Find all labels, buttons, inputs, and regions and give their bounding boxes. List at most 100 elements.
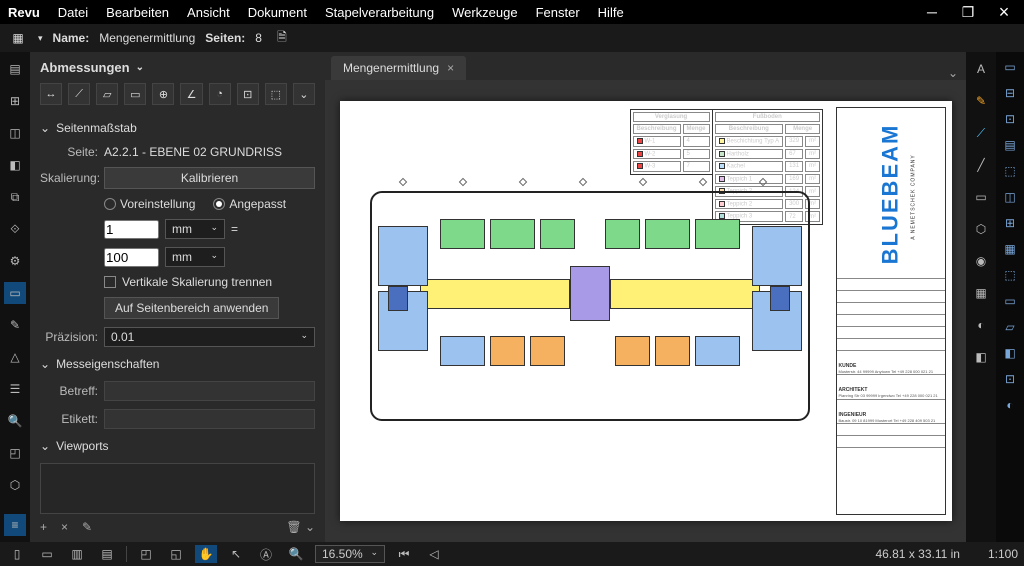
view-page1-icon[interactable]: ◰ [135, 545, 157, 563]
tool-radius-icon[interactable]: ◔ [209, 83, 231, 105]
minimize-icon[interactable]: ─ [920, 4, 944, 20]
rail-grid-icon[interactable]: ⊞ [4, 90, 26, 112]
rail-measure-icon[interactable]: ▭ [4, 282, 26, 304]
rail-studio-icon[interactable]: ⬡ [4, 474, 26, 496]
rail-search-icon[interactable]: 🔍 [4, 410, 26, 432]
fr-6-icon[interactable]: ◫ [1000, 188, 1020, 206]
radio-preset[interactable]: Voreinstellung [104, 197, 195, 211]
rail-thumbnails-icon[interactable]: ▤ [4, 58, 26, 80]
rrail-image-icon[interactable]: ▦ [970, 282, 992, 304]
label-input[interactable] [104, 409, 315, 429]
menu-help[interactable]: Hilfe [598, 5, 624, 20]
menu-batch[interactable]: Stapelverarbeitung [325, 5, 434, 20]
menu-document[interactable]: Dokument [248, 5, 307, 20]
fr-5-icon[interactable]: ⬚ [1000, 162, 1020, 180]
menu-view[interactable]: Ansicht [187, 5, 230, 20]
rrail-rect-icon[interactable]: ▭ [970, 186, 992, 208]
rail-settings-icon[interactable]: ⚙ [4, 250, 26, 272]
scale-b-input[interactable] [104, 248, 159, 267]
tool-diameter-icon[interactable]: ⊕ [152, 83, 174, 105]
unit-b-select[interactable]: mm ⌄ [165, 247, 225, 267]
menu-window[interactable]: Fenster [536, 5, 580, 20]
menu-edit[interactable]: Bearbeiten [106, 5, 169, 20]
viewports-list[interactable] [40, 463, 315, 514]
fr-9-icon[interactable]: ⬚ [1000, 266, 1020, 284]
fr-4-icon[interactable]: ▤ [1000, 136, 1020, 154]
unit-a-select[interactable]: mm ⌄ [165, 219, 225, 239]
tool-angle-icon[interactable]: ∠ [180, 83, 202, 105]
menu-tools[interactable]: Werkzeuge [452, 5, 518, 20]
rrail-highlighter-icon[interactable]: ⟋ [970, 122, 992, 144]
rail-layers-icon[interactable]: ◧ [4, 154, 26, 176]
tool-polylength-icon[interactable]: ⟋ [68, 83, 90, 105]
scale-a-input[interactable] [104, 220, 159, 239]
rail-spaces-icon[interactable]: △ [4, 346, 26, 368]
fr-14-icon[interactable]: ◐ [1000, 396, 1020, 414]
rrail-stamp-icon[interactable]: ◉ [970, 250, 992, 272]
rrail-text-icon[interactable]: A [970, 58, 992, 80]
fr-11-icon[interactable]: ▱ [1000, 318, 1020, 336]
subject-input[interactable] [104, 381, 315, 401]
prev-page-icon[interactable]: ◁ [423, 545, 445, 563]
view-page2-icon[interactable]: ◱ [165, 545, 187, 563]
textselect-icon[interactable]: Ⓐ [255, 545, 277, 563]
page-icon[interactable]: 🗎 [272, 28, 292, 48]
fr-1-icon[interactable]: ▭ [1000, 58, 1020, 76]
rail-sets-icon[interactable]: ◰ [4, 442, 26, 464]
zoom-icon[interactable]: 🔍 [285, 545, 307, 563]
rail-properties-icon[interactable]: ⟐ [4, 218, 26, 240]
tool-perimeter-icon[interactable]: ▱ [96, 83, 118, 105]
rail-links-icon[interactable]: ⧉ [4, 186, 26, 208]
calibrate-button[interactable]: Kalibrieren [104, 167, 315, 189]
radio-custom[interactable]: Angepasst [213, 197, 286, 211]
precision-select[interactable]: 0.01⌄ [104, 327, 315, 347]
tool-more-icon[interactable]: ⌄ [293, 83, 315, 105]
rail-signatures-icon[interactable]: ✎ [4, 314, 26, 336]
tool-count-icon[interactable]: ⊡ [237, 83, 259, 105]
view-cont-icon[interactable]: ▤ [96, 545, 118, 563]
view-single-icon[interactable]: ▯ [6, 545, 28, 563]
rail-bookmark-icon[interactable]: ◫ [4, 122, 26, 144]
doc-icon[interactable]: ▦ [8, 28, 28, 48]
close-icon[interactable]: × [992, 2, 1016, 23]
section-page-scale[interactable]: ⌄Seitenmaßstab [40, 121, 315, 135]
tool-volume-icon[interactable]: ⬚ [265, 83, 287, 105]
rrail-shapes-icon[interactable]: ⬡ [970, 218, 992, 240]
rrail-pen-icon[interactable]: ✎ [970, 90, 992, 112]
rrail-line-icon[interactable]: ╱ [970, 154, 992, 176]
tool-length-icon[interactable]: ↔ [40, 83, 62, 105]
menu-file[interactable]: Datei [58, 5, 88, 20]
rrail-cloud-icon[interactable]: ◐ [970, 314, 992, 336]
section-props[interactable]: ⌄Messeigenschaften [40, 357, 315, 371]
section-viewports[interactable]: ⌄Viewports [40, 439, 315, 453]
fr-7-icon[interactable]: ⊞ [1000, 214, 1020, 232]
pan-icon[interactable]: ✋ [195, 545, 217, 563]
first-page-icon[interactable]: ⏮ [393, 545, 415, 563]
fr-3-icon[interactable]: ⊡ [1000, 110, 1020, 128]
edit-icon[interactable]: ✎ [82, 520, 92, 534]
fr-2-icon[interactable]: ⊟ [1000, 84, 1020, 102]
chevron-down-icon[interactable]: ⌄ [136, 62, 144, 73]
fr-10-icon[interactable]: ▭ [1000, 292, 1020, 310]
tab-document[interactable]: Mengenermittlung × [331, 56, 466, 80]
tab-close-icon[interactable]: × [447, 61, 454, 75]
rail-list-icon[interactable]: ☰ [4, 378, 26, 400]
apply-page-button[interactable]: Auf Seitenbereich anwenden [104, 297, 279, 319]
view-split-h-icon[interactable]: ▭ [36, 545, 58, 563]
trash-icon[interactable]: 🗑 ⌄ [286, 520, 315, 534]
vert-sep-checkbox[interactable] [104, 276, 116, 288]
add-icon[interactable]: + [40, 520, 47, 534]
fr-12-icon[interactable]: ◧ [1000, 344, 1020, 362]
fr-8-icon[interactable]: ▦ [1000, 240, 1020, 258]
rrail-callout-icon[interactable]: ◧ [970, 346, 992, 368]
view-split-v-icon[interactable]: ▥ [66, 545, 88, 563]
select-icon[interactable]: ↖ [225, 545, 247, 563]
delete-icon[interactable]: × [61, 520, 68, 534]
tab-overflow-icon[interactable]: ⌄ [940, 66, 966, 80]
rail-markups-icon[interactable]: ≡ [4, 514, 26, 536]
fr-13-icon[interactable]: ⊡ [1000, 370, 1020, 388]
dropdown-icon[interactable]: ▾ [38, 33, 43, 44]
canvas[interactable]: Verglasung BeschreibungMenge W-14 W-25 W… [325, 80, 966, 542]
maximize-icon[interactable]: ❐ [956, 4, 980, 21]
tool-area-icon[interactable]: ▭ [124, 83, 146, 105]
